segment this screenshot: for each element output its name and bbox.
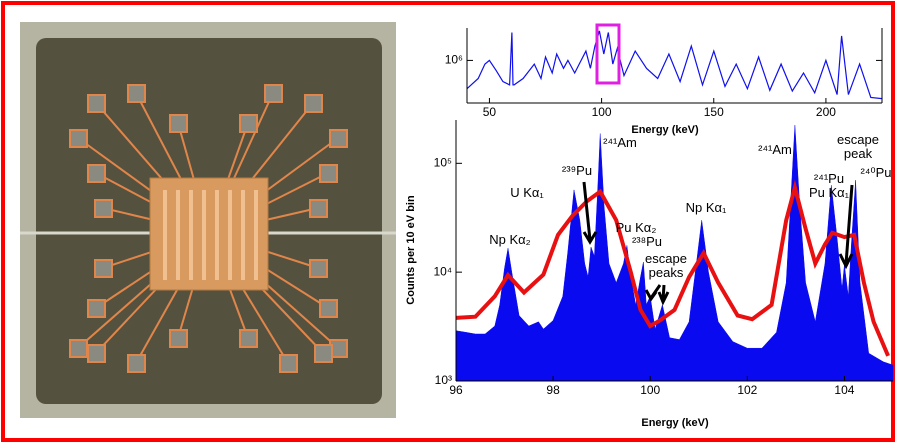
pad (280, 355, 297, 372)
annotation: escape peaks (644, 252, 688, 280)
page: 5010015020010⁶Energy (keV)96981001021041… (0, 0, 897, 445)
absorber (150, 178, 268, 290)
pad (310, 200, 327, 217)
y-tick-label: 10³ (435, 373, 452, 387)
annotation: Np Kα₁ (676, 201, 736, 215)
annotation: ²⁴⁰Pu (856, 166, 896, 180)
pad (88, 165, 105, 182)
annotation: Pu Kα₁ (804, 186, 854, 200)
annotation: U Kα₁ (497, 186, 557, 200)
pad (70, 340, 87, 357)
x-tick-label: 104 (834, 383, 854, 397)
pad (320, 165, 337, 182)
arrow (659, 285, 668, 302)
annotation: ²³⁸Pu (627, 235, 667, 249)
arrow (646, 285, 660, 299)
annotation: ²⁴¹Am (755, 143, 795, 157)
x-tick-label: 200 (816, 105, 836, 119)
y-axis-label: Counts per 10 eV bin (405, 195, 417, 305)
pad (310, 260, 327, 277)
x-tick-label: 100 (592, 105, 612, 119)
pad (88, 95, 105, 112)
y-tick-label: 10⁶ (445, 53, 463, 67)
pad (240, 330, 257, 347)
x-tick-label: 150 (704, 105, 724, 119)
pad (315, 345, 332, 362)
x-tick-label: 98 (546, 383, 560, 397)
pad (128, 355, 145, 372)
pad (95, 260, 112, 277)
pad (170, 330, 187, 347)
pad (88, 300, 105, 317)
annotation: ²³⁹Pu (557, 164, 597, 178)
pad (265, 85, 282, 102)
x-tick-label: 100 (640, 383, 660, 397)
pad (95, 200, 112, 217)
annotation: Pu Kα₂ (611, 221, 661, 235)
pad (240, 115, 257, 132)
annotation: escape peak (836, 133, 880, 161)
spectrum-line (467, 31, 882, 99)
pad (88, 345, 105, 362)
x-tick-label: 50 (483, 105, 497, 119)
pad (70, 130, 87, 147)
x-axis-label: Energy (keV) (631, 124, 699, 136)
y-tick-label: 10⁵ (434, 155, 452, 169)
annotation: Np Kα₂ (470, 233, 550, 247)
annotation: ²⁴¹Am (600, 136, 640, 150)
figure: 5010015020010⁶Energy (keV)96981001021041… (0, 0, 897, 445)
pad (320, 300, 337, 317)
pad (305, 95, 322, 112)
annotation: ²⁴¹Pu (809, 172, 849, 186)
arrow (584, 182, 596, 242)
pad (128, 85, 145, 102)
y-tick-label: 10⁴ (433, 264, 452, 278)
pad (170, 115, 187, 132)
x-axis-label: Energy (keV) (641, 417, 709, 429)
x-tick-label: 102 (737, 383, 757, 397)
pad (330, 130, 347, 147)
chip-photo (20, 22, 396, 418)
